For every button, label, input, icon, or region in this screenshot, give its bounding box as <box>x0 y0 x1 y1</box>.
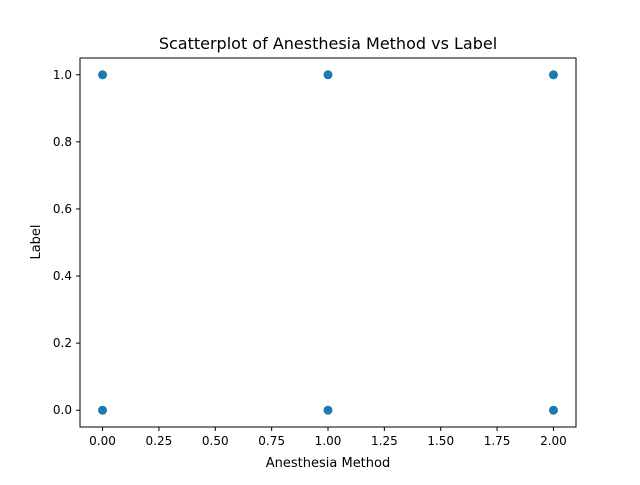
data-points <box>98 70 558 415</box>
data-point <box>323 405 333 415</box>
chart-title: Scatterplot of Anesthesia Method vs Labe… <box>159 34 497 53</box>
x-tick-label: 1.25 <box>371 434 398 448</box>
y-tick-label: 0.0 <box>53 403 72 417</box>
x-tick-label: 0.50 <box>202 434 229 448</box>
x-tick-label: 1.00 <box>315 434 342 448</box>
y-axis-label: Label <box>29 224 44 259</box>
x-tick-label: 2.00 <box>540 434 567 448</box>
x-tick-label: 0.25 <box>146 434 173 448</box>
y-tick-label: 0.2 <box>53 336 72 350</box>
y-tick-label: 0.4 <box>53 269 72 283</box>
data-point <box>548 405 558 415</box>
y-tick-label: 1.0 <box>53 68 72 82</box>
x-tick-label: 0.75 <box>258 434 285 448</box>
x-tick-label: 0.00 <box>89 434 116 448</box>
x-axis-label: Anesthesia Method <box>266 456 390 471</box>
data-point <box>548 70 558 80</box>
data-point <box>98 405 108 415</box>
x-tick-label: 1.75 <box>484 434 511 448</box>
y-tick-label: 0.8 <box>53 135 72 149</box>
y-axis: 0.0 0.2 0.4 0.6 0.8 1.0 <box>53 68 80 417</box>
plot-area-frame <box>79 57 577 428</box>
data-point <box>323 70 333 80</box>
data-point <box>98 70 108 80</box>
x-axis: 0.00 0.25 0.50 0.75 1.00 1.25 1.50 1.75 2.00 <box>89 427 567 448</box>
y-tick-label: 0.6 <box>53 202 72 216</box>
x-tick-label: 1.50 <box>427 434 454 448</box>
